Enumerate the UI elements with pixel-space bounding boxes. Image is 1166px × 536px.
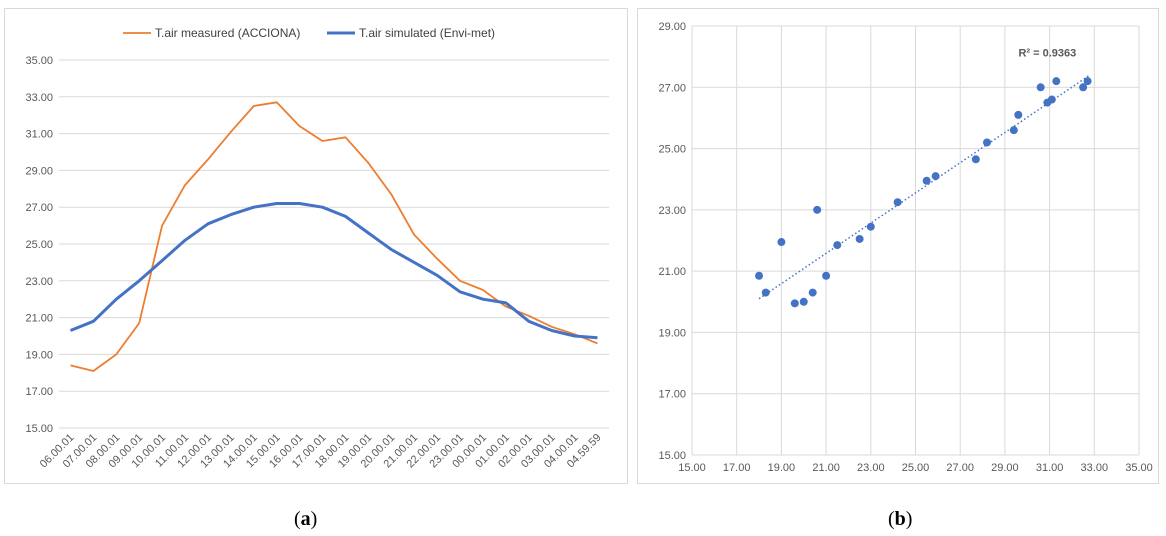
y-tick-label: 23.00	[658, 205, 686, 217]
y-tick-label: 25.00	[25, 239, 53, 251]
data-point	[1036, 83, 1045, 92]
data-point	[922, 176, 931, 185]
data-point	[893, 198, 902, 207]
y-tick-label: 29.00	[25, 165, 53, 177]
x-tick-label: 33.00	[1081, 462, 1109, 474]
data-point	[1083, 77, 1092, 86]
data-point	[808, 288, 817, 297]
y-tick-label: 27.00	[25, 202, 53, 214]
y-tick-label: 21.00	[658, 266, 686, 278]
y-tick-label: 33.00	[25, 92, 53, 104]
y-tick-label: 15.00	[25, 423, 53, 435]
data-point	[855, 234, 864, 243]
x-tick-label: 23.00	[857, 462, 885, 474]
data-point	[971, 155, 980, 164]
y-tick-label: 19.00	[658, 327, 686, 339]
caption-a: (a)	[294, 508, 318, 530]
scatter-chart: 15.00 17.00 19.00 21.00 23.00 25.00 27.00 29.00…	[658, 21, 1153, 474]
x-tick-label: 15.00	[678, 462, 706, 474]
x-tick-label: 21.00	[812, 462, 840, 474]
data-point	[761, 288, 770, 297]
data-point	[1052, 77, 1061, 86]
y-tick-label: 17.00	[658, 389, 686, 401]
y-tick-label: 21.00	[25, 313, 53, 325]
data-point	[790, 299, 799, 308]
y-tick-label: 19.00	[25, 349, 53, 361]
data-point	[866, 222, 875, 231]
y-tick-label: 31.00	[25, 129, 53, 141]
data-point	[1047, 95, 1056, 104]
x-tick-label: 19.00	[768, 462, 796, 474]
data-point	[777, 238, 786, 247]
x-tick-label: 17.00	[723, 462, 751, 474]
data-point	[1014, 110, 1023, 119]
x-tick-label: 29.00	[991, 462, 1019, 474]
chart-a-panel: 15.00 17.00 19.00 21.00 23.00 25.00 27.00 29.00…	[4, 8, 628, 484]
y-tick-label: 23.00	[25, 276, 53, 288]
legend-label: T.air simulated (Envi-met)	[359, 26, 495, 40]
r-squared-annotation: R² = 0.9363	[1018, 48, 1076, 60]
y-tick-label: 27.00	[658, 82, 686, 94]
series-line	[69, 202, 598, 340]
data-point	[799, 297, 808, 306]
chart-b-panel: 15.00 17.00 19.00 21.00 23.00 25.00 27.00 29.00…	[637, 8, 1159, 484]
data-point	[822, 271, 831, 280]
y-tick-label: 29.00	[658, 21, 686, 33]
data-point	[931, 172, 940, 181]
y-tick-label: 15.00	[658, 450, 686, 462]
x-tick-label: 25.00	[902, 462, 930, 474]
series-line	[70, 101, 598, 372]
data-point	[1009, 126, 1018, 135]
line-chart: 15.00 17.00 19.00 21.00 23.00 25.00 27.00 29.00…	[25, 26, 609, 470]
trendline	[758, 74, 1091, 300]
data-point	[983, 138, 992, 147]
data-point	[1079, 83, 1088, 92]
data-point	[833, 241, 842, 250]
data-point	[755, 271, 764, 280]
x-tick-label: 27.00	[946, 462, 974, 474]
x-tick-label: 31.00	[1036, 462, 1064, 474]
y-tick-label: 35.00	[25, 55, 53, 67]
x-tick-label: 35.00	[1125, 462, 1153, 474]
y-tick-label: 25.00	[658, 144, 686, 156]
legend-label: T.air measured (ACCIONA)	[155, 26, 300, 40]
caption-b: (b)	[888, 508, 913, 530]
y-tick-label: 17.00	[25, 386, 53, 398]
data-point	[813, 205, 822, 214]
